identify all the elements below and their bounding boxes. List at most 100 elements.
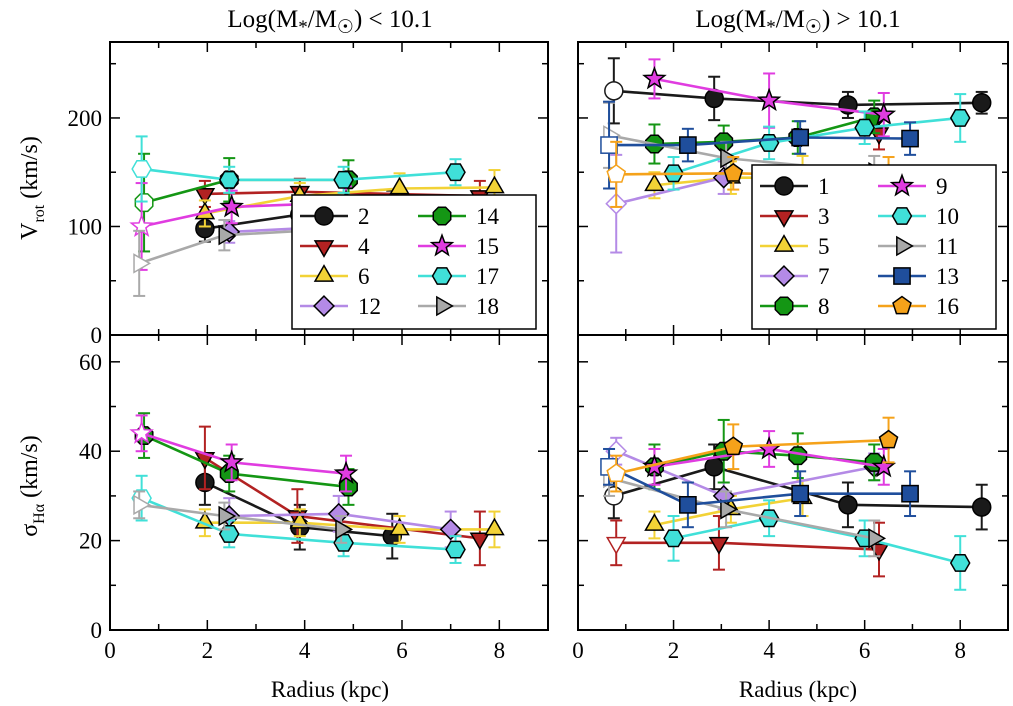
data-point	[445, 540, 466, 559]
data-point	[901, 484, 919, 503]
legend-label: 18	[476, 294, 499, 319]
legend-marker	[432, 206, 452, 226]
data-point	[949, 109, 971, 127]
series-13	[600, 447, 919, 529]
legend-entry-14: 14	[418, 204, 500, 229]
data-point	[868, 543, 890, 562]
panel-bottom-left: 0 2 4 6 8 0 20 40 60	[79, 334, 549, 663]
legend-entry-16: 16	[878, 294, 959, 319]
data-point	[484, 517, 505, 536]
data-point	[604, 81, 624, 101]
legend-marker	[889, 173, 915, 197]
data-point	[854, 118, 875, 137]
data-point	[642, 65, 667, 90]
legend-marker	[773, 265, 795, 287]
legend-entry-7: 7	[760, 264, 830, 289]
legend-label: 6	[358, 264, 370, 289]
series-15	[129, 414, 359, 493]
series-17	[131, 474, 466, 564]
panel-bottom-right: 0 2 4 6 8	[572, 334, 1009, 663]
data-point	[606, 463, 627, 482]
legend-entry-10: 10	[878, 204, 959, 229]
legend-entry-1: 1	[760, 174, 830, 199]
legend-label: 15	[476, 234, 499, 259]
data-point	[871, 101, 897, 126]
data-point	[133, 253, 152, 274]
x-tick-label: 0	[104, 638, 116, 663]
series-14	[134, 412, 358, 506]
data-point	[663, 529, 684, 548]
x-tick-label: 8	[494, 638, 506, 663]
data-point	[218, 505, 237, 527]
series-line	[204, 186, 495, 215]
x-tick-label: 6	[396, 638, 408, 663]
y-tick-label: 60	[79, 350, 102, 375]
legend-label: 3	[818, 204, 830, 229]
legend-entry-15: 15	[418, 233, 499, 259]
y-tick-label: 100	[68, 214, 103, 239]
legend-marker	[896, 235, 914, 257]
right-x-axis-label: Radius (kpc)	[739, 677, 857, 702]
data-point	[218, 224, 237, 246]
data-point	[791, 484, 810, 503]
series-9	[642, 58, 897, 138]
series-line	[616, 541, 880, 551]
series-17	[131, 135, 466, 203]
legend-label: 5	[818, 234, 830, 259]
data-point	[838, 495, 858, 515]
legend-label: 9	[936, 174, 948, 199]
legend-marker	[892, 295, 912, 315]
series-11	[603, 459, 887, 558]
data-point	[389, 176, 410, 195]
series-line	[615, 176, 725, 205]
data-point	[971, 497, 992, 517]
x-tick-label: 2	[202, 638, 214, 663]
series-3	[605, 515, 890, 578]
data-point	[949, 554, 971, 572]
data-point	[644, 513, 665, 531]
data-point	[484, 175, 505, 194]
legend-label: 11	[936, 234, 958, 259]
legend-label: 13	[936, 264, 959, 289]
legend-label: 14	[476, 204, 500, 229]
legend-marker	[893, 267, 911, 285]
legend-entry-8: 8	[760, 294, 830, 319]
data-point	[708, 536, 730, 555]
data-point	[600, 136, 618, 154]
data-point	[219, 449, 244, 473]
legend: 2 4 6 12 14 15 17 18	[291, 194, 537, 330]
series-line	[141, 167, 456, 182]
data-point	[679, 495, 697, 514]
left-x-axis-label: Radius (kpc)	[271, 677, 389, 702]
data-point	[720, 499, 738, 520]
data-point	[194, 510, 216, 529]
legend-label: 2	[358, 204, 370, 229]
data-point	[878, 429, 899, 449]
legend-entry-18: 18	[418, 294, 499, 319]
legend-marker	[429, 233, 455, 257]
y-tick-label: 0	[91, 323, 103, 348]
data-point	[723, 162, 744, 182]
data-point	[756, 87, 782, 112]
data-point	[129, 420, 154, 444]
series-18	[133, 490, 354, 544]
data-point	[445, 163, 466, 182]
data-point	[791, 128, 810, 147]
legend-marker	[313, 240, 335, 258]
legend-entry-6: 6	[300, 264, 370, 289]
series-line	[141, 496, 456, 551]
panel-top-left: 0 100 200 2 4 6 12 14 15 17 18	[68, 41, 549, 348]
data-point	[720, 147, 738, 169]
plot-area	[600, 57, 992, 254]
legend-entry-3: 3	[760, 204, 830, 229]
series-line	[141, 432, 347, 475]
data-point	[194, 188, 216, 206]
plot-frame	[577, 334, 1009, 631]
data-point	[758, 133, 780, 152]
data-point	[333, 170, 354, 189]
legend-label: 4	[358, 234, 370, 259]
legend-marker	[773, 210, 795, 228]
legend-marker	[773, 234, 795, 252]
